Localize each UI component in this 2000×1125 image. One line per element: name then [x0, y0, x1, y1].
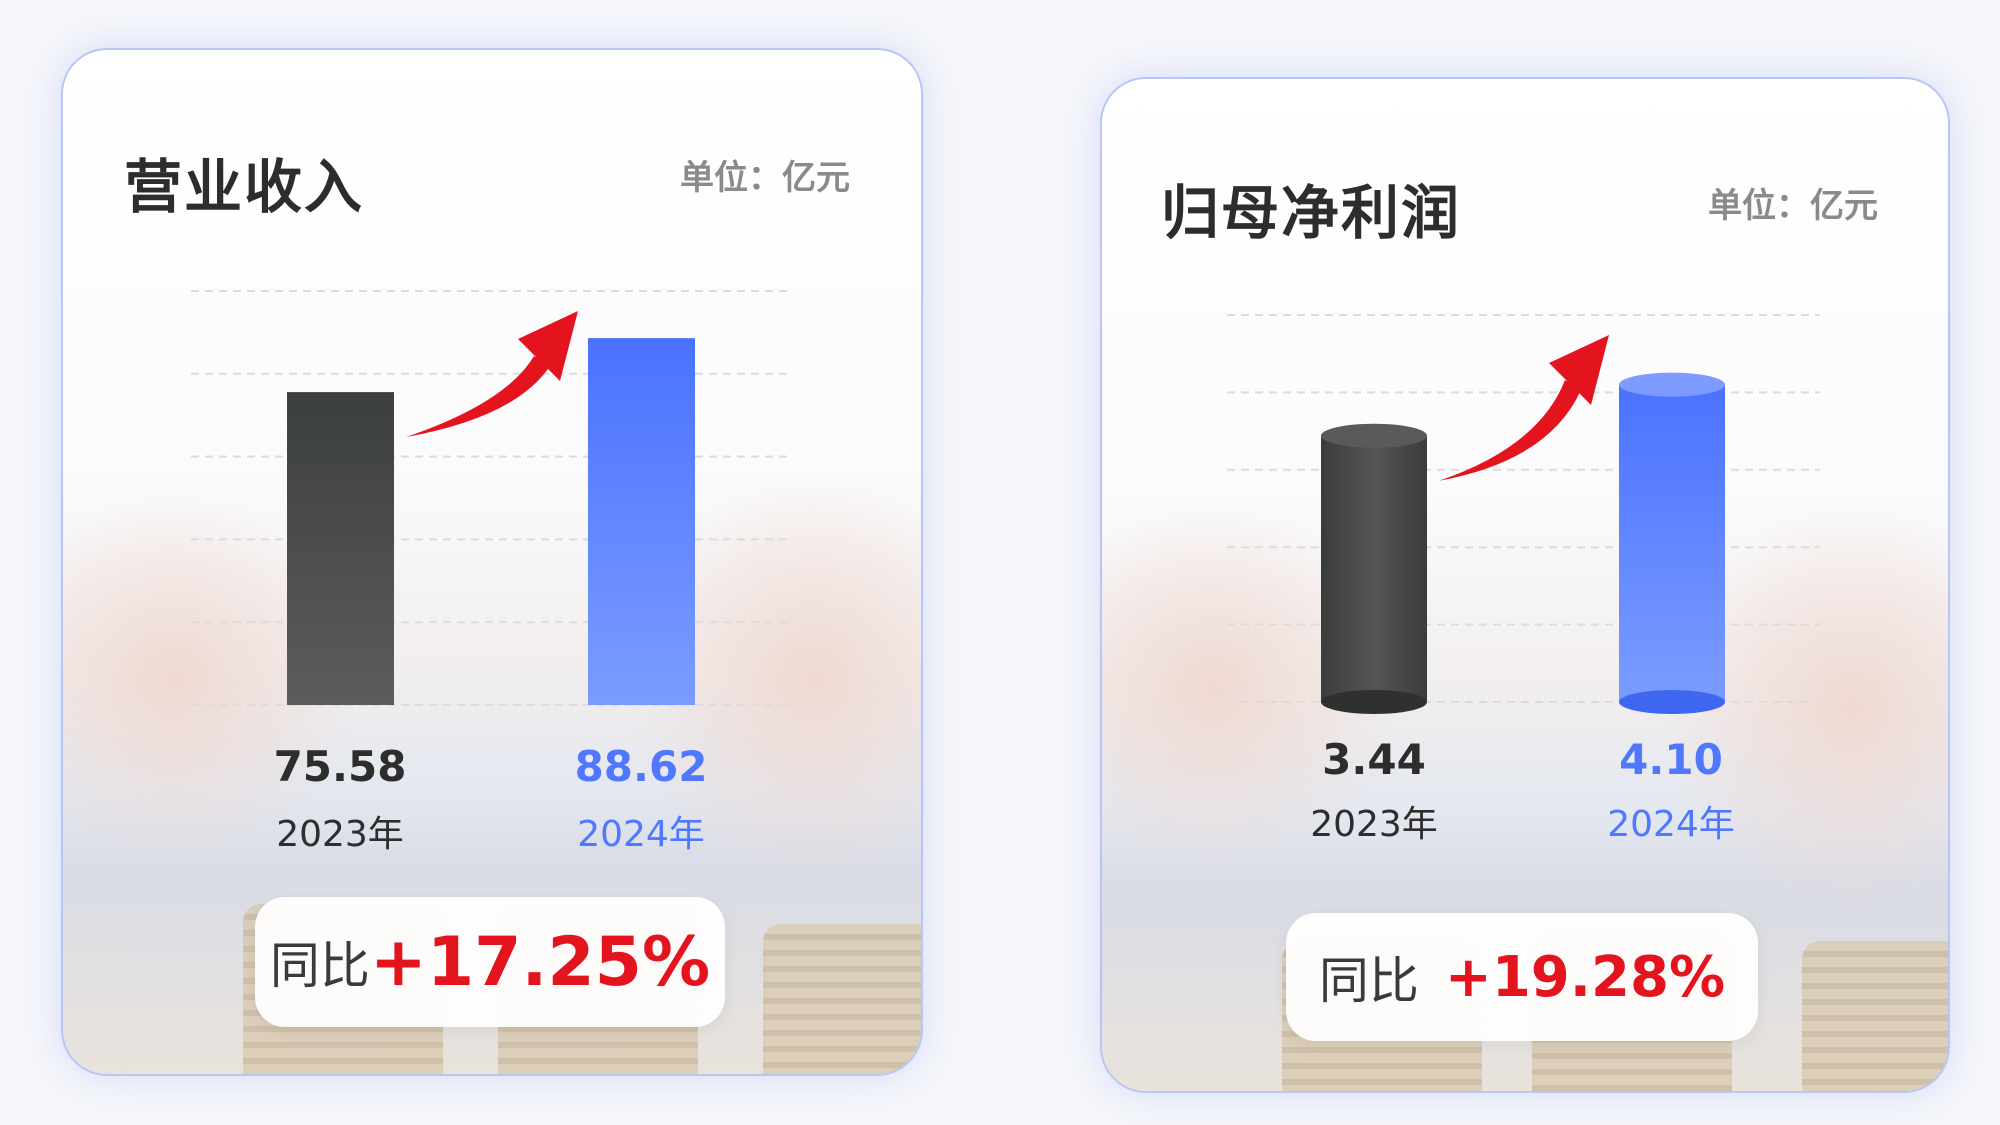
category-label: 2024年 — [1607, 804, 1735, 845]
growth-arrow-shaft — [1439, 380, 1581, 481]
bar-value-label: 4.10 — [1619, 735, 1723, 784]
unit-label: 单位：亿元 — [680, 158, 850, 198]
bar — [1619, 384, 1725, 702]
bar-base — [1619, 690, 1725, 714]
growth-arrow-head — [1549, 335, 1609, 405]
background-coins — [763, 924, 921, 1074]
category-label: 2023年 — [276, 814, 404, 855]
yoy-value: +19.28% — [1444, 944, 1726, 1010]
background-coins — [1802, 941, 1948, 1091]
bar — [1321, 435, 1427, 702]
category-label: 2024年 — [577, 814, 705, 855]
yoy-label: 同比 — [1318, 952, 1419, 1010]
yoy-value: +17.25% — [369, 922, 711, 1002]
bar — [287, 392, 394, 705]
chart-title: 营业收入 — [124, 153, 365, 221]
bar-value-label: 3.44 — [1322, 735, 1426, 784]
yoy-growth-badge: 同比 +19.28% — [1286, 913, 1758, 1041]
bar-cap — [1619, 372, 1725, 397]
growth-arrow-head — [518, 311, 578, 381]
chart-title: 归母净利润 — [1161, 179, 1462, 247]
bar-value-label: 88.62 — [574, 742, 708, 791]
category-label: 2023年 — [1310, 804, 1438, 845]
unit-label: 单位：亿元 — [1708, 186, 1878, 226]
bar-value-label: 75.58 — [273, 742, 407, 791]
yoy-label: 同比 — [269, 937, 370, 995]
bar-cap — [1321, 423, 1427, 448]
bar — [588, 338, 695, 705]
bar-base — [1321, 690, 1427, 714]
growth-arrow-shaft — [406, 356, 550, 438]
yoy-growth-badge: 同比 +17.25% — [255, 897, 725, 1027]
